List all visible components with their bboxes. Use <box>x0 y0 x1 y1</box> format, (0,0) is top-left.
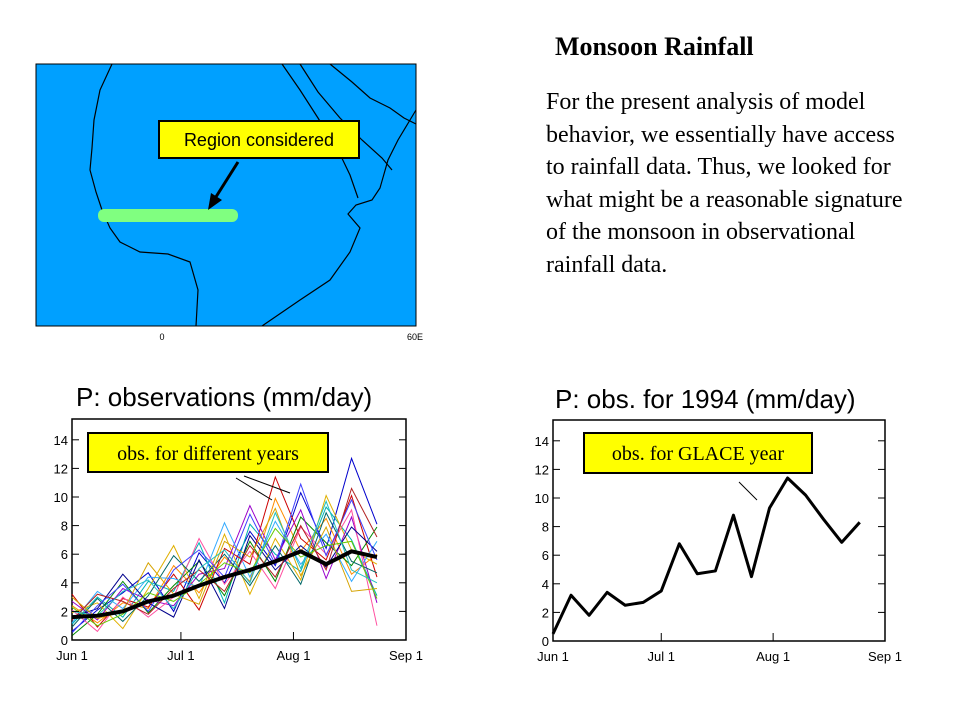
c1-y-tick-label: 4 <box>61 576 68 591</box>
map-x-tick-60e: 60E <box>407 332 423 342</box>
c1-year-line <box>71 456 378 632</box>
chart2-annotation-arrow <box>738 481 758 501</box>
map-coastline-arabia <box>329 63 417 125</box>
c2-y-tick-label: 14 <box>535 434 549 449</box>
c1-year-line <box>71 520 378 624</box>
c2-y-tick-label: 8 <box>542 520 549 535</box>
c2-y-tick-label: 2 <box>542 605 549 620</box>
c1-year-line <box>71 511 378 628</box>
c2-x-tick-label: Jul 1 <box>648 649 675 664</box>
c2-y-tick-label: 4 <box>542 577 549 592</box>
c1-x-tick-label: Aug 1 <box>276 648 310 663</box>
c2-y-tick-label: 12 <box>535 462 549 477</box>
glace-year-chart: P: obs. for 1994 (mm/day) 0 2 4 6 8 10 12 14 Jun… <box>535 384 902 664</box>
c1-year-line <box>71 516 378 637</box>
c1-year-line <box>71 487 378 621</box>
map-region-label-box <box>158 120 360 159</box>
c1-y-tick-label: 2 <box>61 604 68 619</box>
c1-x-tick-label: Jun 1 <box>56 648 88 663</box>
c1-year-line <box>71 497 378 624</box>
c1-year-line <box>71 499 378 617</box>
c1-x-tick-label: Sep 1 <box>389 648 423 663</box>
map-region-highlight <box>98 209 238 222</box>
c1-y-tick-label: 10 <box>54 490 68 505</box>
chart1-annotation-arrow-left <box>235 477 273 501</box>
chart1-title: P: observations (mm/day) <box>76 382 372 412</box>
chart1-annotation-label: obs. for different years <box>117 443 299 465</box>
map-region-label: Region considered <box>184 130 334 150</box>
chart1-annotation-box <box>87 432 329 473</box>
c1-y-tick-label: 0 <box>61 633 68 648</box>
c1-year-line <box>71 527 378 627</box>
c1-y-tick-label: 14 <box>54 433 68 448</box>
chart2-axes: 0 2 4 6 8 10 12 14 Jun 1 Jul 1 Aug 1 Sep 1 <box>535 434 902 664</box>
c1-year-line <box>71 494 378 630</box>
chart1-mean-series <box>71 549 378 620</box>
c2-y-tick-label: 6 <box>542 548 549 563</box>
chart1-plot-frame <box>71 418 407 641</box>
c1-year-line <box>71 506 378 625</box>
map-region-arrowhead <box>208 193 222 210</box>
c1-year-line <box>71 475 378 628</box>
map-region-arrow <box>212 161 240 201</box>
c2-series-line <box>551 476 861 635</box>
c2-y-tick-label: 0 <box>542 634 549 649</box>
chart1-axes: 0 2 4 6 8 10 12 14 Jun 1 Jul 1 Aug 1 Sep 1 <box>54 433 423 663</box>
c1-year-line <box>71 526 378 618</box>
chart2-plot-frame <box>552 419 886 642</box>
map-x-tick-0: 0 <box>159 332 164 342</box>
chart1-year-lines <box>71 456 378 637</box>
chart2-annotation-label: obs. for GLACE year <box>612 443 785 465</box>
c2-x-tick-label: Aug 1 <box>756 649 790 664</box>
chart2-title: P: obs. for 1994 (mm/day) <box>555 384 856 414</box>
chart2-annotation-box <box>583 432 813 474</box>
c2-x-tick-label: Sep 1 <box>868 649 902 664</box>
c1-year-line <box>71 504 378 621</box>
c1-series-line <box>71 549 378 620</box>
slide-body-text: For the present analysis of model behavi… <box>546 89 903 278</box>
region-map: Region considered 0 60E <box>35 63 423 342</box>
observations-chart: P: observations (mm/day) 0 2 4 6 8 10 12 14 Jun … <box>54 382 423 663</box>
c1-y-tick-label: 8 <box>61 519 68 534</box>
slide-title: Monsoon Rainfall <box>555 32 754 61</box>
c2-x-tick-label: Jun 1 <box>537 649 569 664</box>
c2-y-tick-label: 10 <box>535 491 549 506</box>
c1-y-tick-label: 6 <box>61 547 68 562</box>
chart2-series <box>551 476 861 635</box>
map-ocean-background <box>35 63 417 327</box>
chart1-annotation-arrow-right <box>243 475 291 494</box>
c1-x-tick-label: Jul 1 <box>167 648 194 663</box>
c1-y-tick-label: 12 <box>54 461 68 476</box>
